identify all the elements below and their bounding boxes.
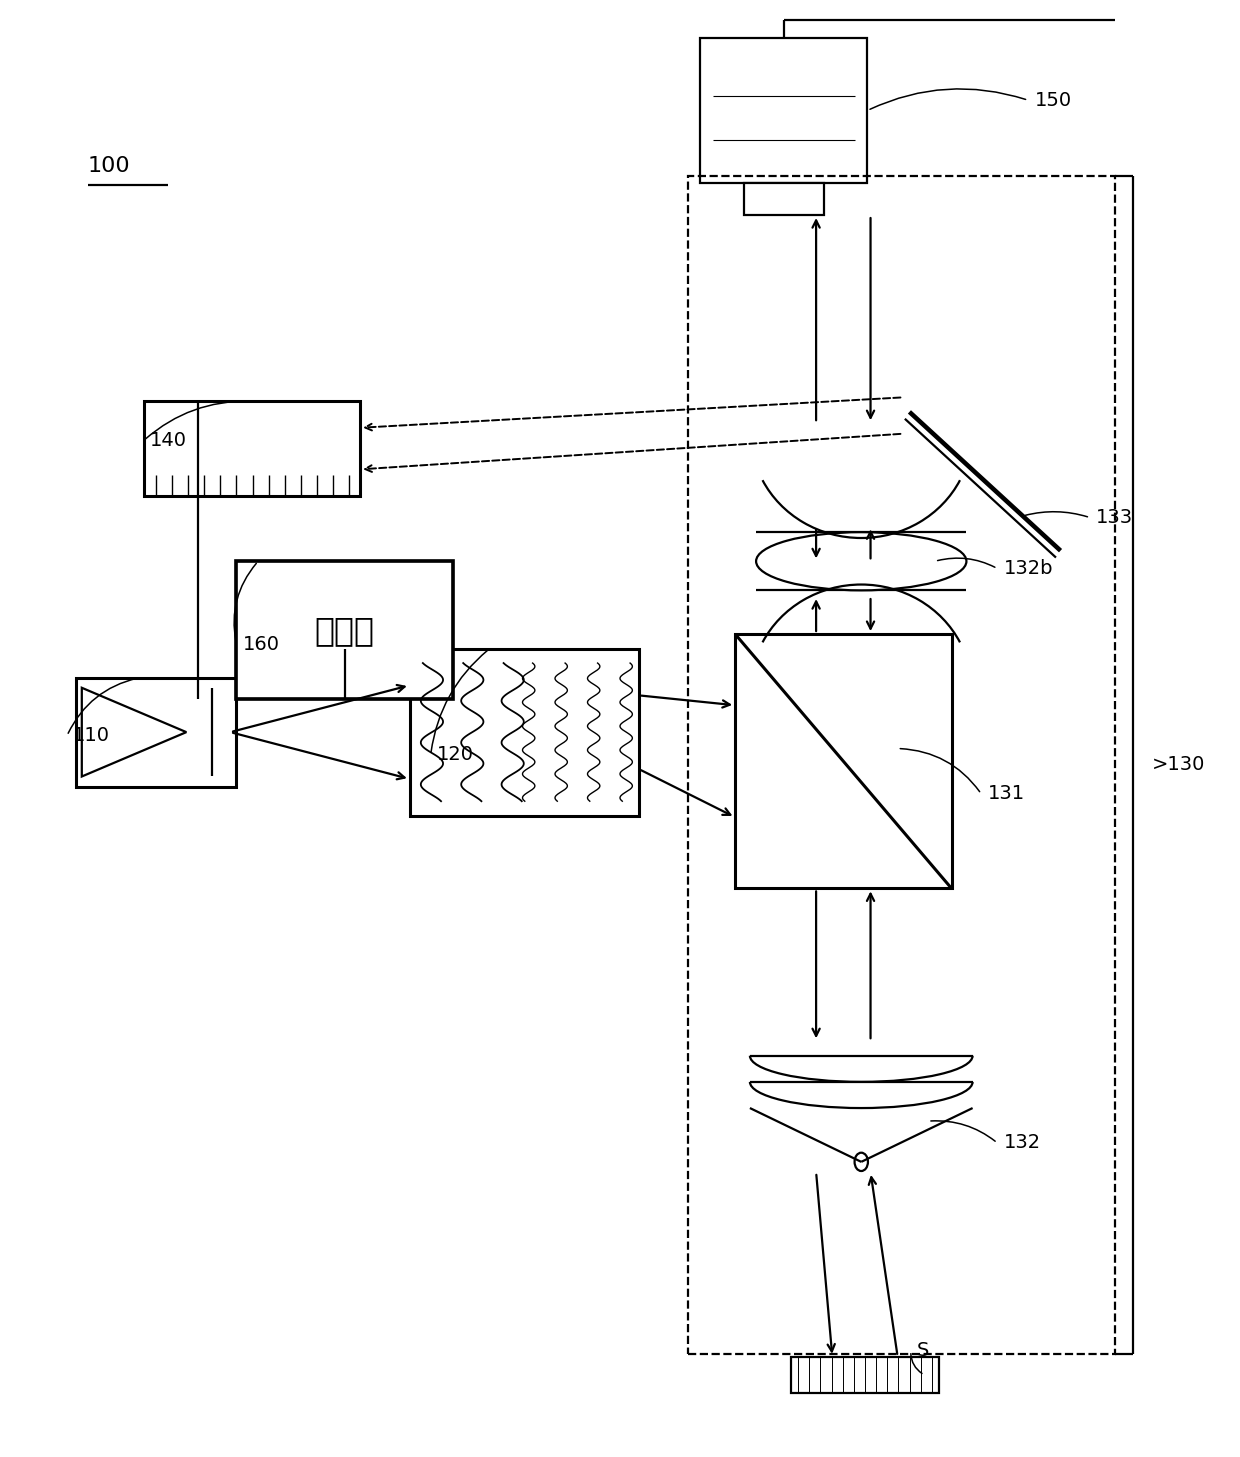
Ellipse shape	[756, 532, 966, 590]
Ellipse shape	[854, 1152, 868, 1171]
Bar	[76, 678, 237, 787]
Text: 160: 160	[243, 635, 280, 654]
Bar	[791, 1356, 939, 1393]
Text: S: S	[916, 1342, 929, 1361]
Text: 150: 150	[1034, 90, 1071, 109]
Text: 133: 133	[1096, 508, 1133, 527]
Text: 控制部: 控制部	[315, 613, 374, 647]
Bar	[744, 184, 825, 216]
Text: >130: >130	[1152, 755, 1205, 774]
Text: 120: 120	[436, 745, 474, 763]
Text: 132: 132	[1003, 1134, 1040, 1152]
Bar	[701, 38, 868, 184]
Bar	[688, 176, 1115, 1354]
Bar	[409, 648, 639, 816]
Bar	[237, 561, 453, 699]
Polygon shape	[82, 688, 186, 777]
Text: 132b: 132b	[1003, 559, 1053, 578]
Text: 131: 131	[987, 784, 1024, 803]
Text: 140: 140	[150, 431, 187, 450]
Bar	[735, 634, 951, 889]
Bar	[144, 401, 360, 495]
Text: 100: 100	[88, 156, 130, 176]
Text: 110: 110	[73, 726, 110, 746]
